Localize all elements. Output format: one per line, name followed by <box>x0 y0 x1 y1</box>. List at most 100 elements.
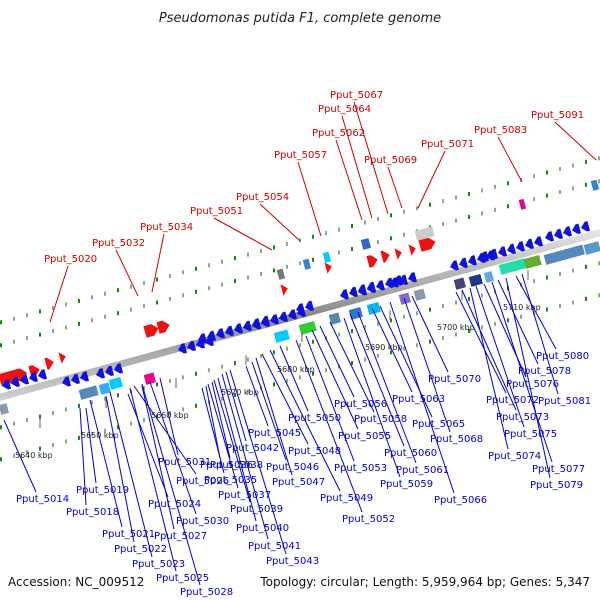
gene-arrow-forward <box>394 248 402 260</box>
gene-label-reverse[interactable]: Pput_5023 <box>132 559 185 570</box>
gene-label-reverse[interactable]: Pput_5030 <box>176 516 229 527</box>
gene-label-reverse[interactable]: Pput_5045 <box>248 428 301 439</box>
gene-label-reverse[interactable]: Pput_5018 <box>66 507 119 518</box>
gene-label-forward[interactable]: Pput_5034 <box>140 222 193 233</box>
gene-label-reverse[interactable]: Pput_5052 <box>342 514 395 525</box>
gene-label-reverse[interactable]: Pput_5040 <box>236 523 289 534</box>
guide-dot <box>39 332 41 337</box>
gene-label-reverse[interactable]: Pput_5024 <box>148 499 201 510</box>
label-leader-line <box>319 325 355 398</box>
gene-label-reverse[interactable]: Pput_5048 <box>288 446 341 457</box>
gene-label-reverse[interactable]: Pput_5036 <box>200 460 253 471</box>
guide-dot <box>572 186 574 191</box>
label-leader-line <box>269 349 341 492</box>
gene-arrow-forward <box>280 284 288 296</box>
gene-box <box>98 382 111 395</box>
gene-label-reverse[interactable]: Pput_5050 <box>288 413 341 424</box>
guide-dot <box>585 264 587 269</box>
guide-dot <box>533 174 535 179</box>
gene-label-forward[interactable]: Pput_5054 <box>236 192 289 203</box>
gene-label-reverse[interactable]: Pput_5078 <box>518 366 571 377</box>
gene-label-reverse[interactable]: Pput_5025 <box>156 573 209 584</box>
guide-dot <box>182 407 184 412</box>
gene-label-reverse[interactable]: Pput_5081 <box>538 396 591 407</box>
gene-label-reverse[interactable]: Pput_5027 <box>154 531 207 542</box>
gene-label-reverse[interactable]: Pput_5022 <box>114 544 167 555</box>
guide-dot <box>403 209 405 214</box>
gene-label-reverse[interactable]: Pput_5049 <box>320 493 373 504</box>
gene-label-reverse[interactable]: Pput_5019 <box>76 485 129 496</box>
gene-label-reverse[interactable]: Pput_5043 <box>266 556 319 567</box>
gene-arrow-reverse <box>408 272 418 283</box>
gene-label-reverse[interactable]: Pput_5041 <box>248 541 301 552</box>
gene-label-reverse[interactable]: Pput_5070 <box>428 374 481 385</box>
gene-label-reverse[interactable]: Pput_5066 <box>434 495 487 506</box>
gene-label-forward[interactable]: Pput_5020 <box>44 254 97 265</box>
gene-label-reverse[interactable]: Pput_5056 <box>334 399 387 410</box>
gene-label-forward[interactable]: Pput_5069 <box>364 155 417 166</box>
gene-label-reverse[interactable]: Pput_5053 <box>334 463 387 474</box>
guide-dot <box>169 296 171 301</box>
guide-dot <box>377 353 379 358</box>
gene-label-reverse[interactable]: Pput_5077 <box>532 464 585 475</box>
gene-label-reverse[interactable]: Pput_5058 <box>354 414 407 425</box>
gene-arrow-reverse <box>450 260 460 271</box>
gene-label-reverse[interactable]: Pput_5047 <box>272 477 325 488</box>
gene-arrow-reverse <box>390 277 400 288</box>
gene-label-reverse[interactable]: Pput_5072 <box>486 395 539 406</box>
label-leader-line <box>335 139 363 221</box>
gene-label-forward[interactable]: Pput_5062 <box>312 128 365 139</box>
gene-label-forward[interactable]: Pput_5064 <box>318 104 371 115</box>
gene-arrow-forward <box>324 262 332 274</box>
gene-label-reverse[interactable]: Pput_5059 <box>380 479 433 490</box>
gene-label-reverse[interactable]: Pput_5075 <box>504 429 557 440</box>
gene-label-reverse[interactable]: Pput_5068 <box>430 434 483 445</box>
gene-label-reverse[interactable]: Pput_5074 <box>488 451 541 462</box>
gene-arrow-reverse <box>243 320 253 331</box>
gene-arrow-reverse <box>234 323 244 334</box>
gene-label-forward[interactable]: Pput_5032 <box>92 238 145 249</box>
gene-label-reverse[interactable]: Pput_5080 <box>536 351 589 362</box>
gene-label-reverse[interactable]: Pput_5060 <box>384 448 437 459</box>
gene-label-reverse[interactable]: Pput_5073 <box>496 412 549 423</box>
guide-dot <box>117 311 119 316</box>
guide-dot <box>91 400 93 405</box>
gene-label-reverse[interactable]: Pput_5014 <box>16 494 69 505</box>
guide-dot <box>455 332 457 337</box>
gene-label-reverse[interactable]: Pput_5037 <box>218 490 271 501</box>
guide-dot <box>429 307 431 312</box>
gene-label-forward[interactable]: Pput_5091 <box>531 110 584 121</box>
gene-label-reverse[interactable]: Pput_5061 <box>396 465 449 476</box>
gene-label-reverse[interactable]: Pput_5065 <box>412 419 465 430</box>
gene-label-reverse[interactable]: Pput_5026 <box>176 476 229 487</box>
gene-label-reverse[interactable]: Pput_5042 <box>226 443 279 454</box>
guide-dot <box>65 325 67 330</box>
gene-label-reverse[interactable]: Pput_5038 <box>210 460 263 471</box>
gene-label-reverse[interactable]: Pput_5035 <box>204 475 257 486</box>
gene-label-forward[interactable]: Pput_5067 <box>330 90 383 101</box>
gene-label-forward[interactable]: Pput_5051 <box>190 206 243 217</box>
label-leader-line <box>297 161 322 237</box>
guide-dot <box>312 234 314 239</box>
guide-dot <box>429 339 431 344</box>
gene-label-reverse[interactable]: Pput_5055 <box>338 431 391 442</box>
gene-label-reverse[interactable]: Pput_5039 <box>230 504 283 515</box>
scale-tick-label: 5670 kbp <box>221 388 259 397</box>
gene-label-forward[interactable]: Pput_5071 <box>421 139 474 150</box>
gene-label-reverse[interactable]: Pput_5046 <box>266 462 319 473</box>
label-leader-line <box>251 361 287 461</box>
gene-label-forward[interactable]: Pput_5057 <box>274 150 327 161</box>
guide-dot <box>260 248 262 253</box>
gene-label-reverse[interactable]: Pput_5028 <box>180 587 233 598</box>
gene-label-reverse[interactable]: Pput_5079 <box>530 480 583 491</box>
gene-label-reverse[interactable]: Pput_5031 <box>158 457 211 468</box>
guide-dot <box>572 163 574 168</box>
guide-dot <box>481 188 483 193</box>
gene-arrow-forward <box>143 324 159 338</box>
gene-label-reverse[interactable]: Pput_5021 <box>102 529 155 540</box>
gene-label-forward[interactable]: Pput_5083 <box>474 125 527 136</box>
gene-box <box>468 274 483 287</box>
gene-label-reverse[interactable]: Pput_5063 <box>392 394 445 405</box>
gene-label-reverse[interactable]: Pput_5076 <box>506 379 559 390</box>
gene-box <box>483 271 495 283</box>
